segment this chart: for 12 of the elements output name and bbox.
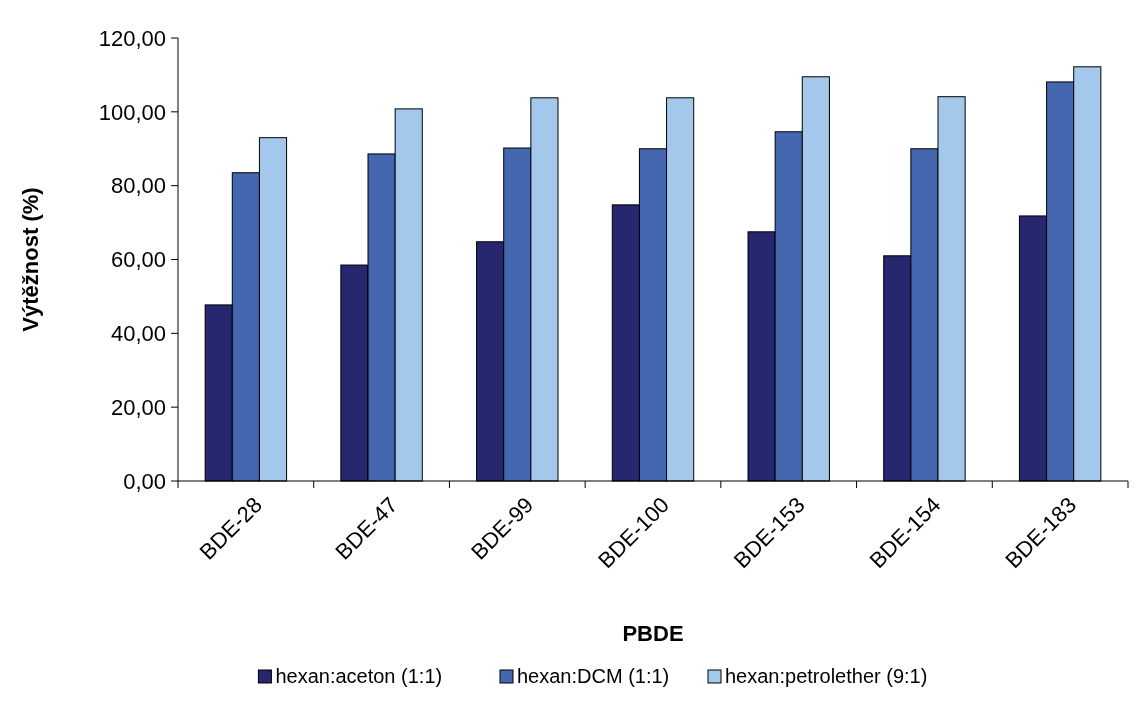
x-axis-title: PBDE xyxy=(622,621,684,646)
y-tick-label: 0,00 xyxy=(123,468,166,494)
y-tick-label: 40,00 xyxy=(110,321,166,347)
legend-label: hexan:petrolether (9:1) xyxy=(725,665,928,687)
y-tick-label: 80,00 xyxy=(110,173,166,199)
y-tick-label: 120,00 xyxy=(98,25,166,51)
y-tick-label: 20,00 xyxy=(110,394,166,420)
y-tick-label: 100,00 xyxy=(98,99,166,125)
y-tick-label: 60,00 xyxy=(110,247,166,273)
legend-label: hexan:aceton (1:1) xyxy=(275,665,443,687)
y-axis-title: Výtěžnost (%) xyxy=(18,187,43,332)
legend-label: hexan:DCM (1:1) xyxy=(517,665,670,687)
